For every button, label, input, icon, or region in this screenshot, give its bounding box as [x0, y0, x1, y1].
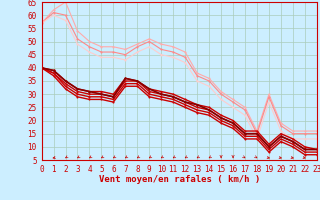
X-axis label: Vent moyen/en rafales ( km/h ): Vent moyen/en rafales ( km/h ) [99, 175, 260, 184]
